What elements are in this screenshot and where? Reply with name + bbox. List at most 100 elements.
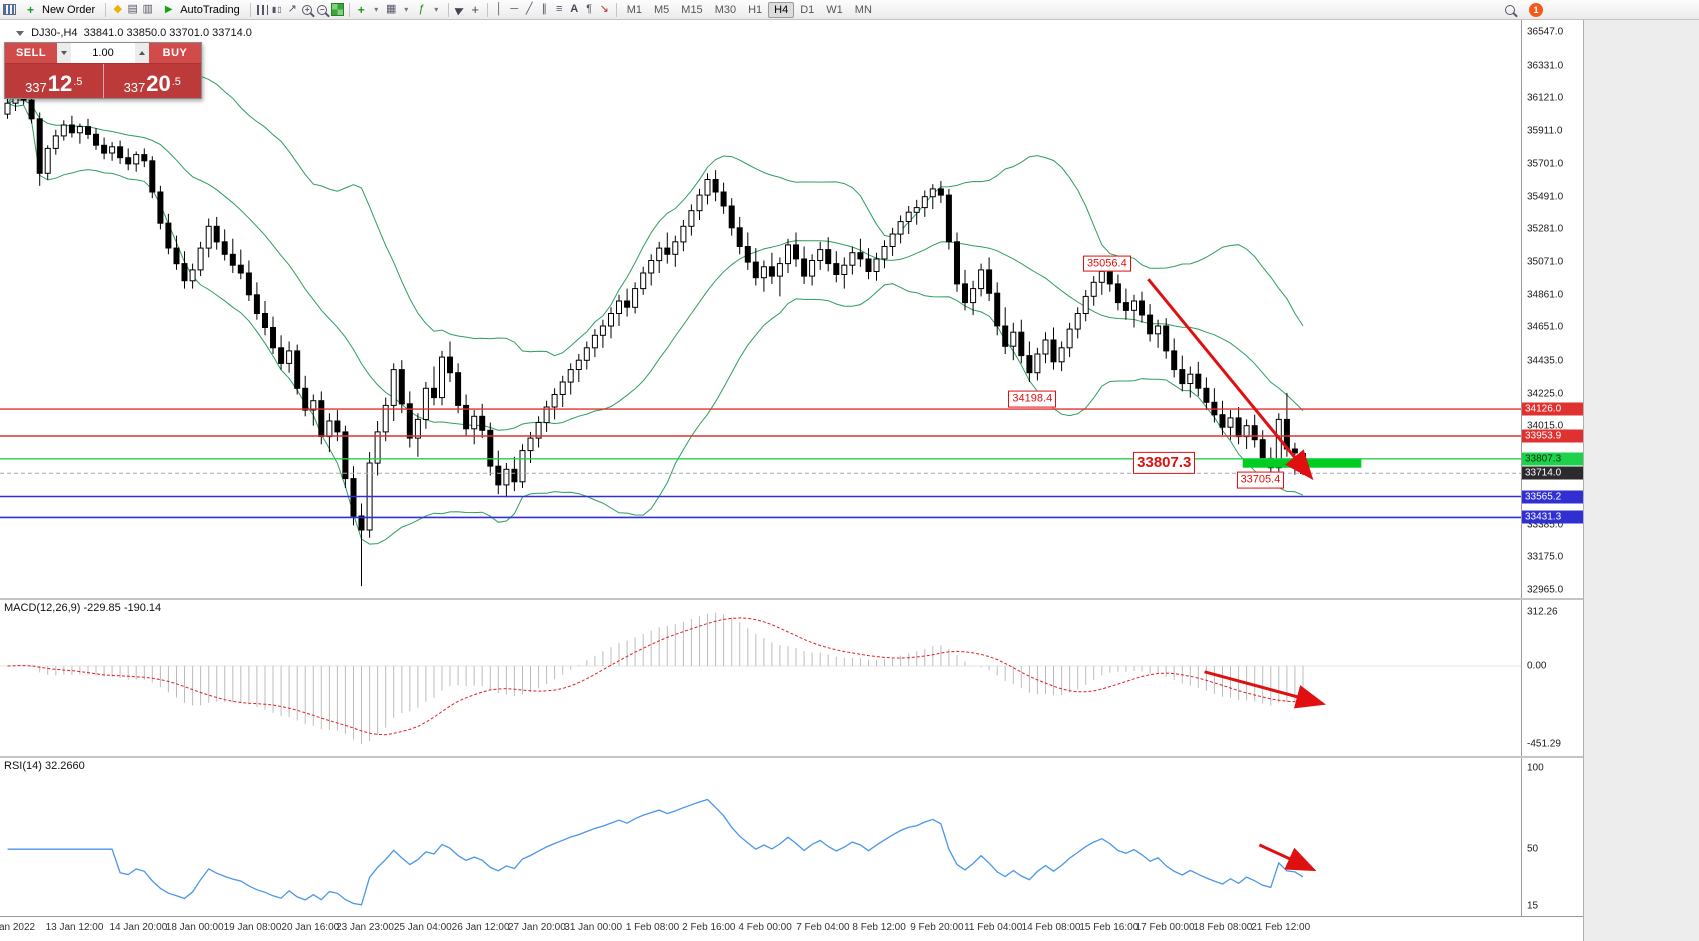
time-label: 21 Feb 12:00	[1251, 922, 1311, 933]
macd-pane[interactable]: MACD(12,26,9) -229.85 -190.14 312.26 0.00…	[0, 600, 1583, 756]
new-chart-dropdown-icon[interactable]: ▾	[374, 4, 379, 14]
price-axis[interactable]: 36547.0 36331.0 36121.0 35911.0 35701.0 35491…	[1521, 20, 1583, 598]
chart-window[interactable]: DJ30-,H4 33841.0 33850.0 33701.0 33714.0…	[0, 20, 1584, 941]
volume-down-button[interactable]	[57, 43, 71, 63]
chart-title: DJ30-,H4 33841.0 33850.0 33701.0 33714.0	[16, 27, 252, 39]
timeframe-button-d1[interactable]: D1	[800, 3, 815, 16]
rsi-plot[interactable]	[0, 758, 1521, 916]
zoom-in-icon[interactable]: +	[300, 2, 315, 17]
time-label: 26 Jan 12:00	[451, 922, 510, 933]
pane-divider[interactable]	[0, 598, 1583, 600]
buy-button[interactable]: BUY	[149, 43, 201, 63]
autotrading-button[interactable]: ▶ AutoTrading	[155, 1, 246, 18]
workspace-background	[1584, 20, 1699, 941]
one-click-prices-row: 337 12 .5 337 20 .5	[5, 64, 201, 98]
market-watch-icon[interactable]: ▤	[127, 3, 138, 15]
sell-price[interactable]: 337 12 .5	[5, 64, 103, 98]
price-tick: 36331.0	[1527, 60, 1564, 72]
macd-label: MACD(12,26,9) -229.85 -190.14	[4, 602, 162, 614]
one-click-trading-panel: SELL BUY 337 12 .5 337 20 .5	[4, 42, 202, 99]
price-tick: 34225.0	[1527, 388, 1564, 400]
timeframe-button-w1[interactable]: W1	[826, 3, 843, 16]
triangle-down-icon	[61, 51, 67, 55]
macd-scale-label: -451.29	[1527, 738, 1561, 750]
pane-divider[interactable]	[0, 756, 1583, 758]
fibonacci-icon[interactable]: ≡	[556, 3, 563, 15]
candlestick-chart-icon[interactable]: ▮▯	[271, 4, 283, 14]
buy-price-big-digits: 20	[146, 71, 171, 97]
price-tick: 34861.0	[1527, 289, 1564, 301]
main-price-pane[interactable]: DJ30-,H4 33841.0 33850.0 33701.0 33714.0…	[0, 20, 1583, 598]
text-tool-icon[interactable]: A	[570, 3, 579, 15]
label-tool-icon[interactable]: ¶	[586, 3, 593, 15]
toolbar-right-cluster: 1	[1502, 2, 1543, 17]
new-order-button[interactable]: + New Order	[17, 1, 101, 18]
rsi-pane[interactable]: RSI(14) 32.2660 100 50 15	[0, 758, 1583, 916]
channel-icon[interactable]: ∥	[541, 3, 547, 15]
notification-badge[interactable]: 1	[1529, 2, 1543, 17]
timeframe-button-h1[interactable]: H1	[748, 3, 763, 16]
chart-annotation[interactable]: 35056.4	[1082, 255, 1131, 273]
sell-button[interactable]: SELL	[5, 43, 57, 63]
buy-price[interactable]: 337 20 .5	[102, 64, 202, 98]
trendline-icon[interactable]: ╱	[525, 3, 533, 15]
cursor-icon[interactable]	[453, 2, 468, 17]
chart-window-icon[interactable]	[2, 2, 17, 17]
navigator-icon[interactable]: ▥	[142, 3, 153, 15]
volume-input[interactable]	[71, 43, 135, 63]
rsi-axis: 100 50 15	[1521, 758, 1583, 916]
zoom-out-icon[interactable]: −	[315, 2, 330, 17]
vertical-line-icon[interactable]: │	[495, 3, 503, 15]
horizontal-line-icon[interactable]: ─	[510, 3, 519, 15]
price-tag: 33714.0	[1522, 466, 1583, 480]
one-click-collapse-icon[interactable]	[16, 30, 24, 36]
macd-plot[interactable]	[0, 600, 1521, 756]
profiles-dropdown-icon[interactable]: ▾	[404, 4, 409, 14]
timeframe-button-m1[interactable]: M1	[626, 3, 642, 16]
timeframe-button-m30[interactable]: M30	[714, 3, 737, 16]
indicators-dropdown-icon[interactable]: ▾	[434, 4, 439, 14]
timeframe-button-m5[interactable]: M5	[654, 3, 670, 16]
time-label: 25 Jan 04:00	[393, 922, 452, 933]
price-tick: 32965.0	[1527, 584, 1564, 596]
indicators-icon[interactable]: ƒ	[418, 3, 425, 15]
search-icon[interactable]	[1502, 2, 1517, 17]
time-label: 14 Feb 08:00	[1021, 922, 1081, 933]
new-order-icon: +	[26, 2, 34, 17]
line-chart-icon[interactable]: ↗	[287, 3, 297, 15]
volume-control	[57, 43, 149, 63]
price-tick: 36121.0	[1527, 92, 1564, 104]
timeframe-button-h4[interactable]: H4	[768, 1, 795, 18]
time-label: 20 Jan 16:00	[281, 922, 340, 933]
toolbar: + New Order ◆ ▤ ▥ ▶ AutoTrading ▮▯ ↗ + −…	[0, 0, 1699, 20]
tile-windows-icon[interactable]	[330, 2, 345, 17]
sell-price-prefix: 337	[25, 80, 47, 95]
autotrading-icon: ▶	[164, 3, 173, 15]
price-tick: 34651.0	[1527, 321, 1564, 333]
chart-annotation[interactable]: 34198.4	[1008, 390, 1057, 408]
buy-price-fraction: .5	[171, 76, 181, 88]
time-label: 19 Jan 08:00	[223, 922, 282, 933]
rsi-scale-label: 15	[1527, 900, 1539, 912]
chart-annotation[interactable]: 33807.3	[1133, 451, 1196, 475]
arrows-tool-icon[interactable]: ↘	[599, 3, 609, 15]
price-tick: 36547.0	[1527, 26, 1564, 38]
chart-annotation[interactable]: 33705.4	[1236, 471, 1285, 489]
price-tick: 33385.0	[1527, 519, 1564, 531]
sell-price-big-digits: 12	[47, 71, 73, 97]
volume-up-button[interactable]	[135, 43, 149, 63]
time-label: 18 Feb 08:00	[1193, 922, 1253, 933]
candlestick-chart[interactable]	[0, 20, 1521, 598]
timeframe-button-m15[interactable]: M15	[681, 3, 703, 16]
time-label: 23 Jan 23:00	[336, 922, 394, 933]
timeframe-button-mn[interactable]: MN	[854, 3, 872, 16]
price-tag: 33953.9	[1522, 429, 1583, 443]
bar-chart-icon[interactable]	[255, 2, 270, 17]
profiles-icon[interactable]: ▦	[386, 3, 397, 15]
price-tick: 33175.0	[1527, 551, 1564, 563]
metaeditor-icon[interactable]: ◆	[113, 3, 122, 15]
crosshair-icon[interactable]: +	[471, 2, 480, 17]
new-chart-icon[interactable]: +	[357, 2, 365, 17]
price-tag: 33807.3	[1522, 452, 1583, 466]
